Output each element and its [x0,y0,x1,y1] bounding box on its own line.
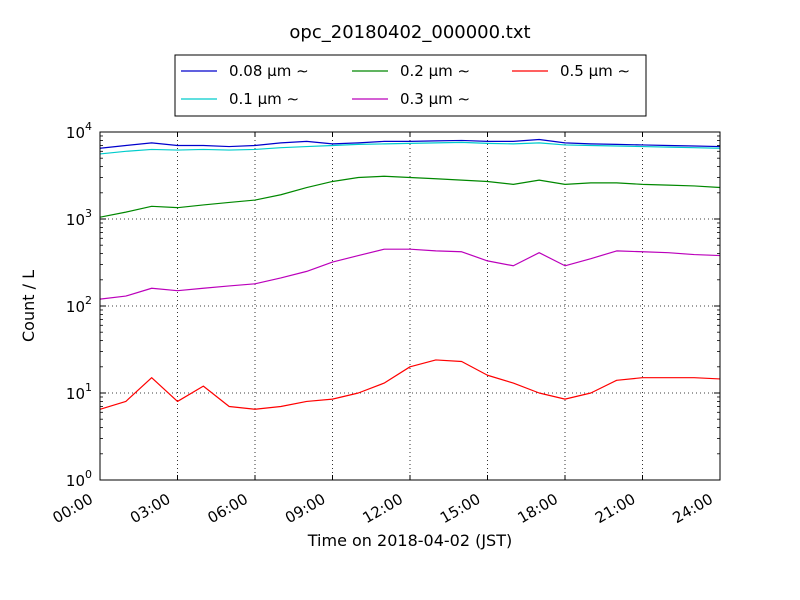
series-line-3 [99,248,721,300]
grid [100,132,720,480]
series-line-2 [99,175,721,218]
y-axis-label: Count / L [19,270,38,342]
legend-label-0: 0.08 μm ∼ [229,62,309,80]
series-line-1 [99,141,721,155]
x-tick-label: 24:00 [670,490,716,527]
y-tick-label: 103 [66,207,92,229]
ticks: 00:00 03:00 06:00 09:00 12:00 15:00 18:00 21:00… [50,120,721,527]
x-tick-label: 03:00 [127,490,173,527]
series-layer [99,138,721,410]
x-tick-label: 21:00 [592,490,638,527]
x-tick-label: 18:00 [515,490,561,527]
chart-title: opc_20180402_000000.txt [289,22,530,43]
legend-label-1: 0.1 μm ∼ [229,90,299,108]
x-tick-label: 12:00 [360,490,406,527]
x-tick-label: 06:00 [205,490,251,527]
x-axis-label: Time on 2018-04-02 (JST) [307,531,512,550]
x-tick-label: 09:00 [282,490,328,527]
y-tick-label: 100 [66,468,92,490]
y-tick-label: 104 [66,120,92,142]
x-tick-label: 15:00 [437,490,483,527]
legend-label-2: 0.2 μm ∼ [400,62,470,80]
legend-box [174,54,647,117]
series-line-0 [99,138,721,149]
y-tick-label: 102 [66,294,92,316]
legend-label-4: 0.5 μm ∼ [560,62,630,80]
legend: 0.08 μm ∼ 0.1 μm ∼ 0.2 μm ∼ 0.3 μm ∼ 0.5 μm … [174,54,647,117]
y-tick-label: 101 [66,381,92,403]
legend-label-3: 0.3 μm ∼ [400,90,470,108]
x-tick-label: 00:00 [50,490,96,527]
series-line-4 [99,359,721,410]
